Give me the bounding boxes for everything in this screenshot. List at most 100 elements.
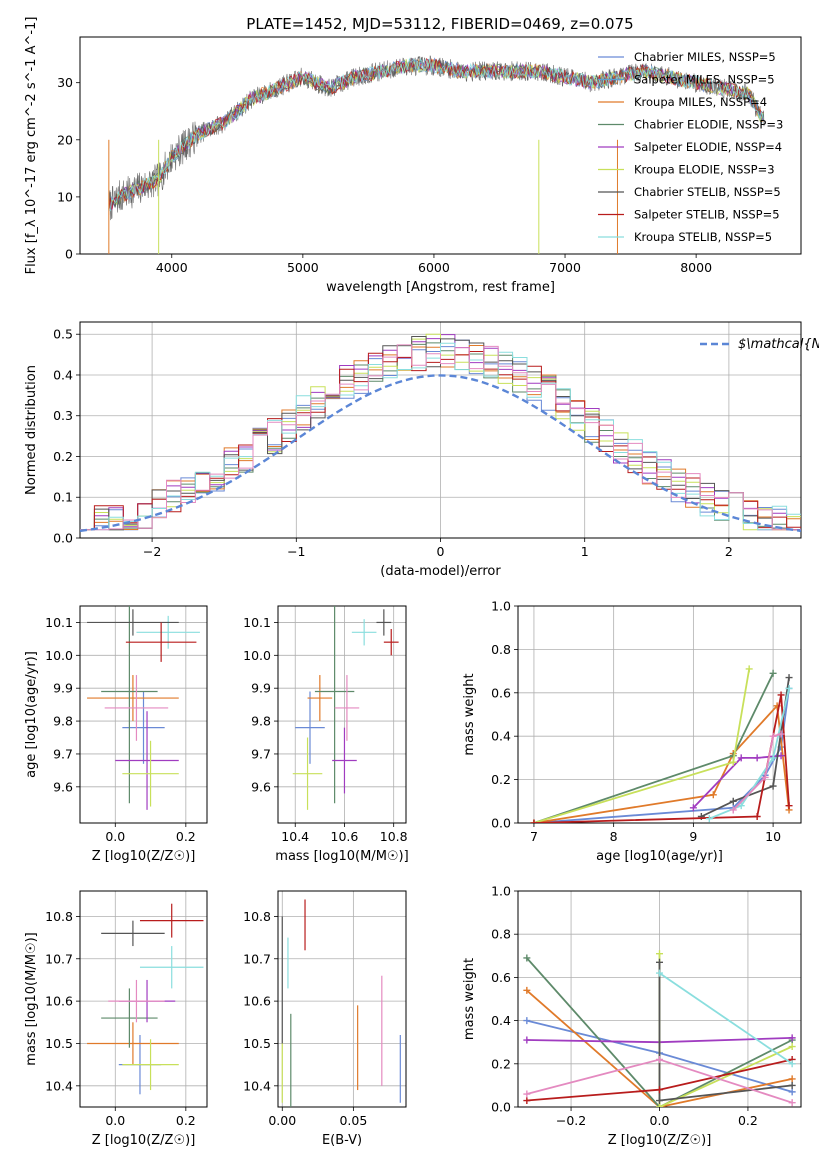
mass-weight-marker (523, 1036, 531, 1044)
mass-weight-marker (656, 1055, 663, 1063)
y-tick-label: 9.7 (251, 746, 271, 761)
x-tick-label: 2 (725, 544, 733, 559)
mass-weight-marker (745, 665, 753, 673)
axes-frame (79, 321, 802, 539)
plot-area (87, 903, 204, 1095)
y-axis-label: age [log10(age/yr)] (24, 651, 39, 778)
x-tick-label: 4000 (156, 260, 188, 275)
legend-label: Chabrier MILES, NSSP=5 (634, 50, 776, 64)
mass-weight-marker (753, 754, 761, 762)
y-tick-label: 0.4 (491, 1013, 511, 1028)
mass-weight-line (732, 733, 782, 811)
mass-weight-marker (788, 1034, 796, 1042)
y-tick-label: 10 (57, 189, 73, 204)
mass-weight-marker (785, 684, 793, 692)
x-tick-label: −1 (287, 544, 305, 559)
mass-weight-marker (788, 1043, 796, 1051)
mass-weight-marker (656, 958, 663, 966)
y-tick-label: 9.8 (251, 714, 271, 729)
legend-label: Salpeter ELODIE, NSSP=4 (634, 140, 782, 154)
mass-weight-line (533, 703, 790, 823)
x-axis-label: Z [log10(Z/Z☉)] (608, 1133, 712, 1148)
mass-weight-marker (788, 1075, 796, 1083)
mass-weight-marker (785, 802, 793, 810)
y-tick-label: 1.0 (491, 884, 511, 899)
legend-label: Salpeter STELIB, NSSP=5 (634, 208, 780, 222)
y-tick-label: 0.8 (491, 927, 511, 942)
plot-area (292, 606, 399, 810)
mass-weight-marker (523, 1017, 531, 1025)
x-axis-label: (data-model)/error (380, 564, 501, 579)
mass-weight-line (658, 962, 793, 1102)
mass-weight-marker (761, 773, 769, 781)
mass-weight-marker (788, 1099, 796, 1107)
legend-label: Kroupa MILES, NSSP=4 (634, 95, 767, 109)
mass-weight-marker (705, 815, 713, 823)
y-tick-label: 10.7 (243, 951, 271, 966)
y-tick-label: 0.0 (53, 531, 73, 546)
mass-weight-marker (777, 730, 785, 738)
x-tick-label: 0.00 (268, 1113, 296, 1128)
y-tick-label: 9.9 (53, 681, 73, 696)
axes-frame (277, 890, 407, 1108)
y-tick-label: 0.5 (53, 327, 73, 342)
mass-weight-marker (656, 1097, 663, 1105)
mass-weight-marker (523, 1090, 531, 1098)
x-tick-label: −2 (143, 544, 161, 559)
mass-weight-marker (656, 950, 663, 958)
axes-frame (79, 890, 208, 1108)
x-axis-label: wavelength [Angstrom, rest frame] (326, 280, 555, 295)
y-tick-label: 10.0 (45, 648, 73, 663)
y-tick-label: 9.9 (251, 681, 271, 696)
y-tick-label: 0.0 (491, 816, 511, 831)
x-axis-label: age [log10(age/yr)] (596, 849, 723, 864)
mass-weight-marker (777, 752, 785, 760)
mass-weight-marker (788, 1081, 796, 1089)
mass-weight-marker (523, 954, 531, 962)
y-axis-label: Normed distribution (24, 365, 39, 495)
panel-mass_vs_EBV: 0.00 0.05 10.4 10.5 10.6 10.7 10.8 E(B-V) (243, 890, 407, 1148)
y-tick-label: 10.8 (45, 909, 73, 924)
y-tick-label: 1.0 (491, 599, 511, 614)
mass-weight-marker (709, 791, 717, 799)
mass-weight-marker (656, 1086, 663, 1094)
y-tick-label: 10.4 (243, 1078, 271, 1093)
y-tick-label: 10.0 (243, 648, 271, 663)
mass-weight-marker (689, 804, 697, 812)
x-axis-label: Z [log10(Z/Z☉)] (92, 1133, 196, 1148)
y-axis-label: Flux [f_λ 10^-17 erg cm^-2 s^-1 A^-1] (24, 17, 39, 275)
x-tick-label: 10.6 (331, 829, 359, 844)
x-tick-label: 0 (437, 544, 445, 559)
y-tick-label: 0.0 (491, 1100, 511, 1115)
mass-weight-line (533, 668, 751, 823)
y-tick-label: 0.4 (491, 729, 511, 744)
y-tick-label: 10.1 (243, 615, 271, 630)
y-tick-label: 0.4 (53, 367, 73, 382)
axes-frame (277, 605, 407, 824)
y-tick-label: 0.8 (491, 642, 511, 657)
mass-weight-marker (769, 669, 777, 677)
y-tick-label: 0 (65, 247, 73, 262)
plot-area (80, 333, 801, 533)
y-axis-label: mass weight (462, 673, 477, 755)
x-tick-label: 8000 (680, 260, 712, 275)
x-tick-label: 0.2 (176, 1113, 196, 1128)
x-tick-label: 1 (581, 544, 589, 559)
x-tick-label: −0.2 (556, 1113, 586, 1128)
panel-age_vs_Z: 0.0 0.2 9.6 9.7 9.8 9.9 10.0 10.1 Z [log10(Z/Z☉)… (24, 605, 208, 864)
mass-weight-marker (737, 802, 745, 810)
x-tick-label: 0.05 (339, 1113, 367, 1128)
mass-weight-marker (530, 819, 538, 823)
axes-frame (79, 605, 208, 824)
y-tick-label: 0.2 (53, 449, 73, 464)
panel-massweight_vs_Z: −0.2 0.0 0.2 0.0 0.2 0.4 0.6 0.8 1.0 Z [log10(Z/Z… (462, 884, 802, 1148)
legend: Chabrier MILES, NSSP=5 Salpeter MILES, NS… (598, 50, 783, 244)
x-tick-label: 0.0 (105, 1113, 125, 1128)
x-axis-label: mass [log10(M/M☉)] (275, 849, 408, 864)
axes-frame (517, 605, 802, 824)
normal-curve-line (80, 374, 801, 533)
legend-label: Kroupa STELIB, NSSP=5 (634, 230, 772, 244)
x-tick-label: 0.2 (738, 1113, 758, 1128)
legend-label: $\mathcal{N}(0,1)$ (738, 337, 819, 352)
